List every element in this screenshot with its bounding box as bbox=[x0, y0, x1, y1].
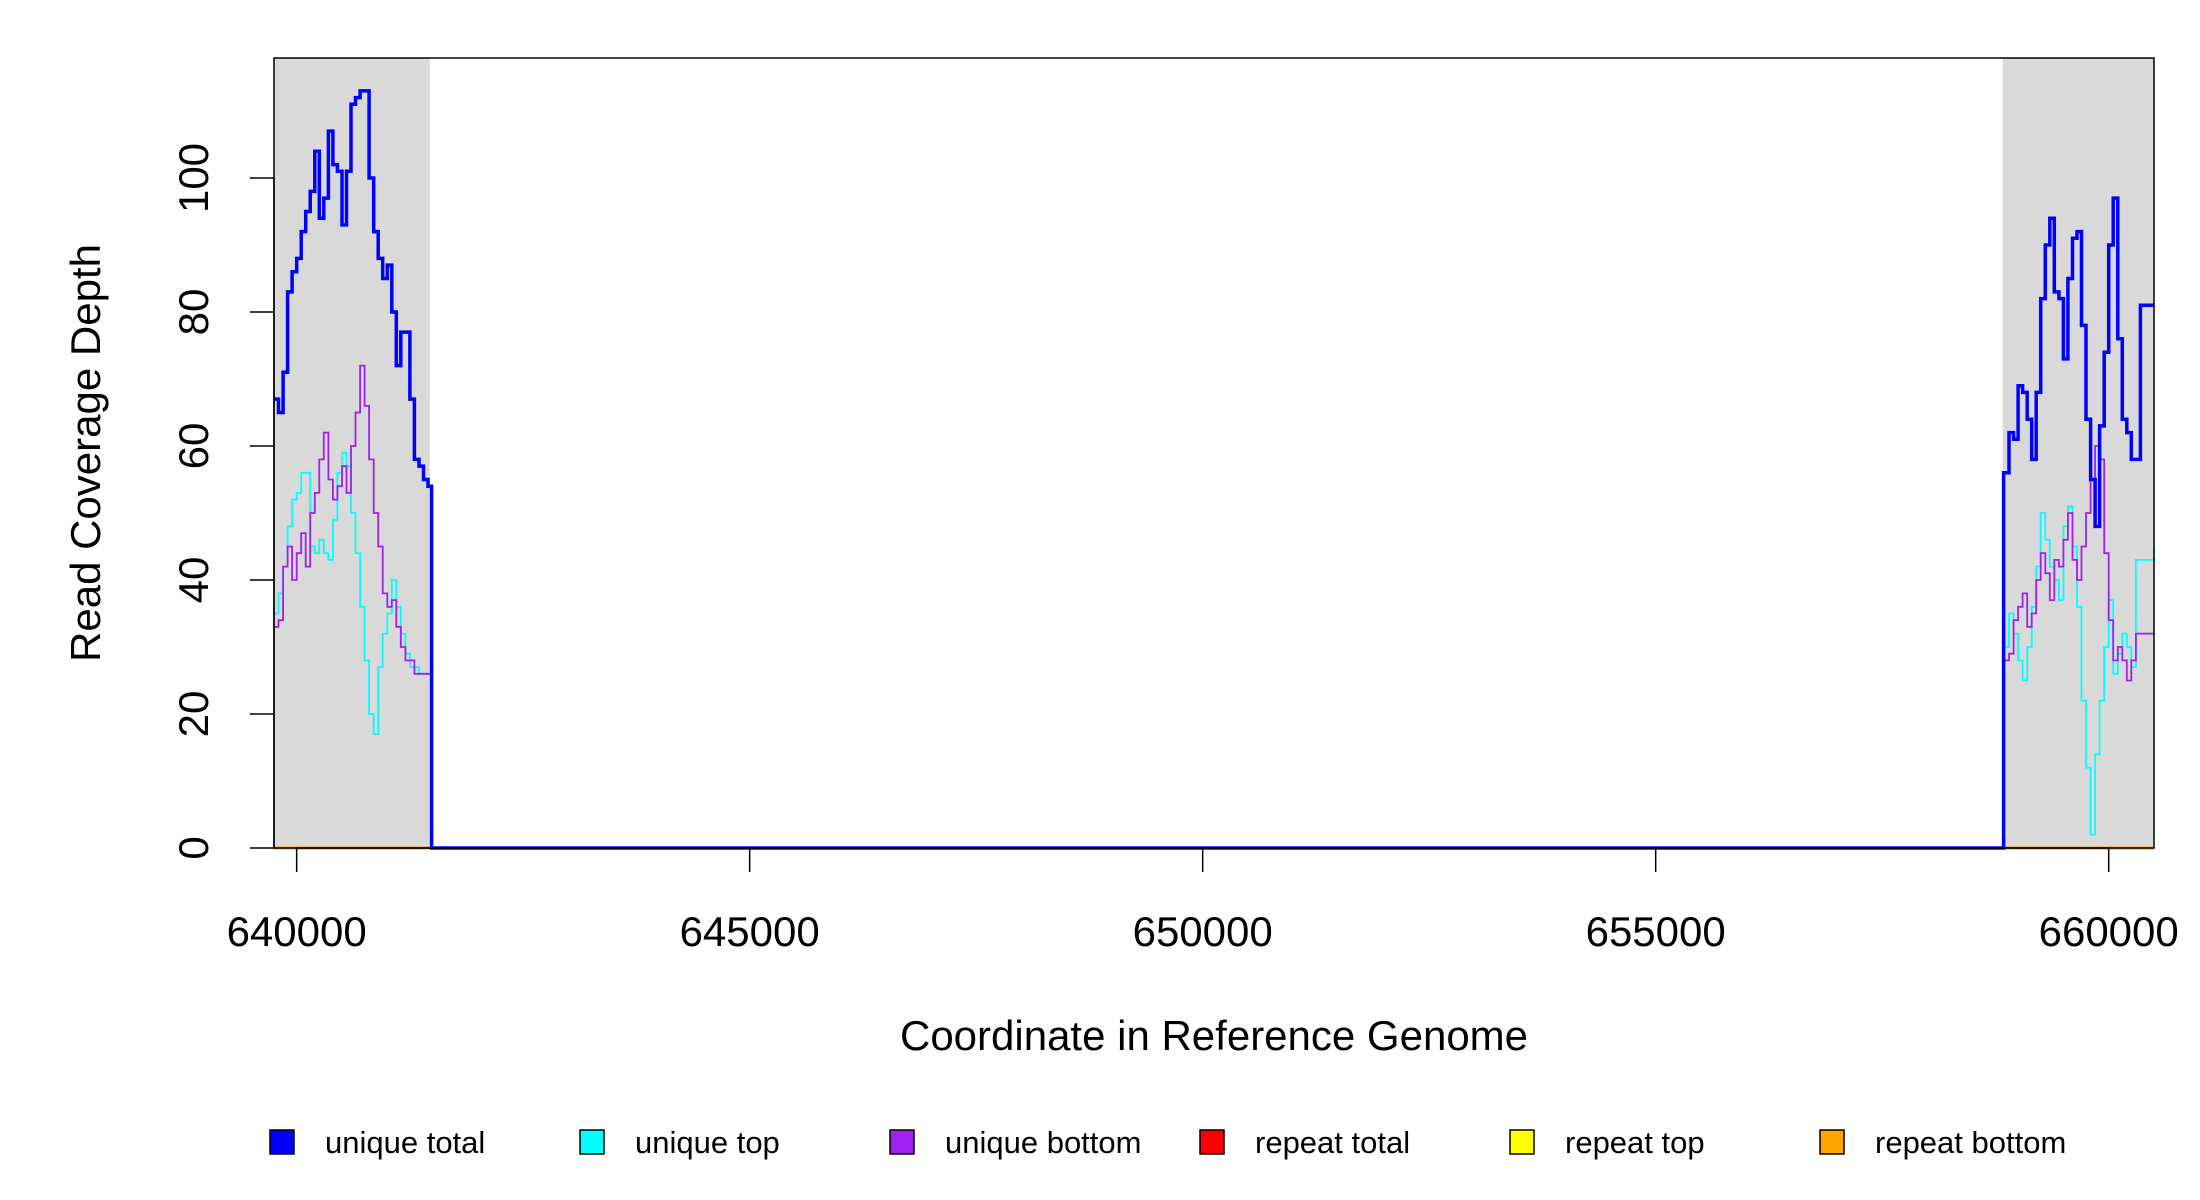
y-tick-label-100: 100 bbox=[170, 143, 217, 213]
legend-swatch-repeat-top bbox=[1509, 1129, 1535, 1155]
shaded-regions bbox=[274, 58, 2154, 848]
x-tick-label-655000: 655000 bbox=[1586, 908, 1726, 955]
series-line-unique-total bbox=[274, 89, 2154, 850]
x-tick-label-650000: 650000 bbox=[1133, 908, 1273, 955]
legend-label-repeat-bottom: repeat bottom bbox=[1875, 1125, 2066, 1160]
x-axis-title: Coordinate in Reference Genome bbox=[900, 1012, 1528, 1059]
legend-swatch-unique-total bbox=[269, 1129, 295, 1155]
x-tick-label-645000: 645000 bbox=[680, 908, 820, 955]
legend-swatch-unique-bottom bbox=[889, 1129, 915, 1155]
plot-frame bbox=[273, 57, 2155, 849]
y-tick-label-0: 0 bbox=[170, 836, 217, 859]
legend-swatch-repeat-total bbox=[1199, 1129, 1225, 1155]
shaded-region-1 bbox=[274, 58, 430, 848]
axes: 640000 645000 650000 655000 660000 0 20 40 60 80 1… bbox=[170, 143, 2179, 955]
y-axis-title: Read Coverage Depth bbox=[62, 244, 109, 662]
series-lines bbox=[274, 89, 2155, 850]
legend-swatch-repeat-bottom bbox=[1819, 1129, 1845, 1155]
series-line-unique-top bbox=[274, 451, 2155, 849]
x-tick-label-640000: 640000 bbox=[227, 908, 367, 955]
y-tick-label-60: 60 bbox=[170, 423, 217, 470]
legend-label-unique-total: unique total bbox=[325, 1125, 485, 1160]
legend-label-unique-top: unique top bbox=[635, 1125, 780, 1160]
legend-label-unique-bottom: unique bottom bbox=[945, 1125, 1141, 1160]
legend-swatch-unique-top bbox=[579, 1129, 605, 1155]
y-tick-label-20: 20 bbox=[170, 691, 217, 738]
shaded-region-2 bbox=[2002, 58, 2154, 848]
legend: unique total unique top unique bottom repea… bbox=[269, 1125, 2066, 1160]
series-line-unique-bottom bbox=[274, 364, 2154, 849]
y-tick-label-80: 80 bbox=[170, 289, 217, 336]
legend-label-repeat-top: repeat top bbox=[1565, 1125, 1705, 1160]
legend-label-repeat-total: repeat total bbox=[1255, 1125, 1410, 1160]
x-tick-label-660000: 660000 bbox=[2039, 908, 2179, 955]
y-tick-label-40: 40 bbox=[170, 557, 217, 604]
